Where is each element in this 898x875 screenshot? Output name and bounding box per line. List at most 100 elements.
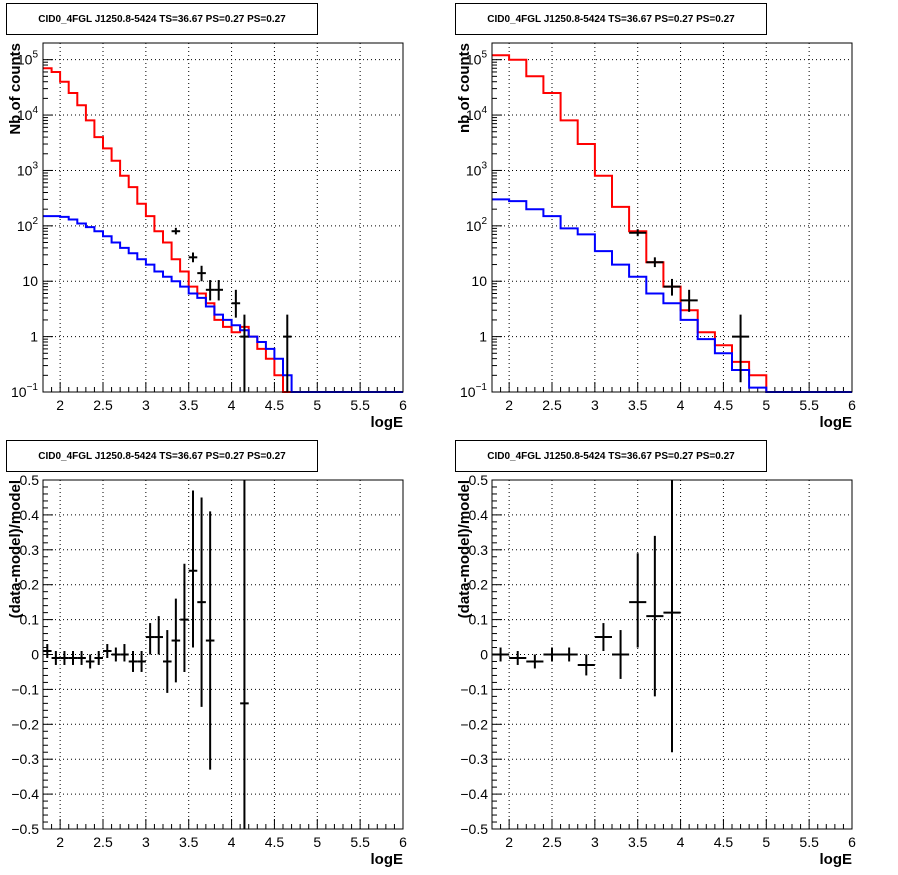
plot-frame bbox=[42, 479, 404, 830]
data-point bbox=[629, 229, 647, 237]
x-tick-label: 4 bbox=[677, 397, 685, 413]
data-point bbox=[663, 480, 681, 753]
y-tick-label: 10 bbox=[471, 273, 487, 289]
data-point bbox=[526, 654, 544, 669]
y-tick-label: 105 bbox=[17, 50, 39, 68]
x-axis-label: logE bbox=[820, 851, 853, 868]
y-tick-label: 10−1 bbox=[11, 382, 38, 400]
x-tick-label: 5 bbox=[762, 397, 770, 413]
data-point bbox=[240, 314, 249, 392]
x-tick-label: 2 bbox=[505, 397, 513, 413]
x-tick-label: 5.5 bbox=[799, 834, 819, 850]
x-tick-label: 3.5 bbox=[628, 834, 648, 850]
x-tick-label: 4 bbox=[228, 834, 236, 850]
y-tick-label: 0 bbox=[31, 647, 39, 663]
x-tick-label: 6 bbox=[848, 834, 856, 850]
x-tick-label: 3 bbox=[142, 834, 150, 850]
y-tick-label: 102 bbox=[17, 216, 39, 234]
series-red-step-line bbox=[492, 54, 852, 393]
data-point bbox=[560, 647, 578, 662]
panel-3-title: CID0_4FGL J1250.8-5424 TS=36.67 PS=0.27 … bbox=[6, 440, 318, 472]
data-point bbox=[612, 630, 630, 679]
y-axis-label: nb of counts bbox=[456, 43, 473, 133]
plot-frame bbox=[491, 479, 853, 830]
data-point bbox=[197, 497, 206, 707]
y-tick-label: 0.5 bbox=[20, 472, 40, 488]
data-point bbox=[680, 289, 698, 312]
data-point bbox=[137, 651, 146, 672]
data-point bbox=[594, 623, 612, 652]
y-tick-label: 0.3 bbox=[469, 542, 489, 558]
panel-1: 2 2.5 3 3.5 4 4.5 5 5.5 6 10−1 1 10 102 103 104 105 logE… bbox=[7, 42, 407, 431]
x-tick-label: 2 bbox=[56, 834, 64, 850]
data-point bbox=[43, 644, 52, 658]
x-axis-label: logE bbox=[371, 414, 404, 431]
data-point bbox=[205, 280, 215, 301]
y-tick-label: −0.1 bbox=[11, 681, 39, 697]
series-blue-step-line bbox=[43, 215, 403, 393]
data-point bbox=[85, 654, 95, 669]
x-tick-label: 2 bbox=[505, 834, 513, 850]
series-red-step-line bbox=[43, 67, 403, 393]
panel-4: 2 2.5 3 3.5 4 4.5 5 5.5 6 −0.5 −0.4 −0.3 −0.2 −0.1 0 0.… bbox=[456, 472, 856, 868]
data-point bbox=[103, 644, 112, 658]
x-tick-label: 3.5 bbox=[179, 397, 199, 413]
data-point bbox=[197, 265, 206, 282]
data-point bbox=[492, 647, 510, 662]
data-point bbox=[646, 257, 664, 268]
x-tick-label: 2.5 bbox=[542, 397, 562, 413]
x-tick-label: 2.5 bbox=[93, 397, 113, 413]
data-point bbox=[128, 651, 138, 672]
panel-3: 2 2.5 3 3.5 4 4.5 5 5.5 6 −0.5 −0.4 −0.3 −0.2 −0.1 0 0.… bbox=[7, 472, 407, 868]
data-point bbox=[543, 647, 561, 662]
x-tick-label: 6 bbox=[399, 834, 407, 850]
y-tick-label: −0.4 bbox=[460, 786, 488, 802]
data-point bbox=[120, 644, 129, 662]
x-tick-label: 2.5 bbox=[542, 834, 562, 850]
y-axis-label: Nb of counts bbox=[7, 43, 24, 135]
y-tick-label: 0.4 bbox=[469, 507, 489, 523]
y-tick-label: 104 bbox=[466, 105, 488, 123]
panel-4-title: CID0_4FGL J1250.8-5424 TS=36.67 PS=0.27 … bbox=[455, 440, 767, 472]
y-tick-label: 103 bbox=[466, 160, 488, 178]
data-point bbox=[732, 314, 750, 383]
x-tick-label: 3 bbox=[591, 397, 599, 413]
y-tick-label: 0.4 bbox=[20, 507, 40, 523]
x-tick-label: 2.5 bbox=[93, 834, 113, 850]
x-tick-label: 5 bbox=[762, 834, 770, 850]
data-point bbox=[68, 651, 78, 665]
data-point bbox=[51, 651, 61, 665]
plot-frame bbox=[491, 42, 853, 393]
x-tick-label: 4.5 bbox=[265, 834, 285, 850]
panel-1-title: CID0_4FGL J1250.8-5424 TS=36.67 PS=0.27 … bbox=[6, 3, 318, 35]
x-tick-label: 5.5 bbox=[350, 397, 370, 413]
x-tick-label: 4 bbox=[677, 834, 685, 850]
data-point bbox=[145, 623, 155, 655]
data-point bbox=[111, 647, 121, 662]
data-point bbox=[188, 490, 198, 648]
y-tick-label: −0.4 bbox=[11, 786, 39, 802]
x-axis-label: logE bbox=[820, 414, 853, 431]
y-tick-label: −0.1 bbox=[460, 681, 488, 697]
x-tick-label: 5 bbox=[313, 397, 321, 413]
y-tick-label: −0.3 bbox=[460, 751, 488, 767]
x-tick-label: 3 bbox=[142, 397, 150, 413]
y-tick-label: 1 bbox=[30, 329, 38, 345]
y-tick-label: 0.1 bbox=[469, 612, 489, 628]
y-tick-label: 102 bbox=[466, 216, 488, 234]
y-axis-label: (data-model)/model bbox=[7, 480, 24, 618]
y-tick-label: 103 bbox=[17, 160, 39, 178]
data-point bbox=[171, 598, 181, 683]
data-point bbox=[180, 563, 189, 672]
data-point bbox=[154, 616, 163, 655]
y-tick-label: 0.2 bbox=[20, 577, 40, 593]
data-point bbox=[629, 553, 647, 648]
panel-2-title: CID0_4FGL J1250.8-5424 TS=36.67 PS=0.27 … bbox=[455, 3, 767, 35]
y-axis-label: (data-model)/model bbox=[456, 480, 473, 618]
y-tick-label: 0.1 bbox=[20, 612, 40, 628]
y-tick-label: 0.5 bbox=[469, 472, 489, 488]
data-point bbox=[188, 252, 198, 263]
y-tick-label: −0.3 bbox=[11, 751, 39, 767]
data-point bbox=[663, 278, 681, 296]
